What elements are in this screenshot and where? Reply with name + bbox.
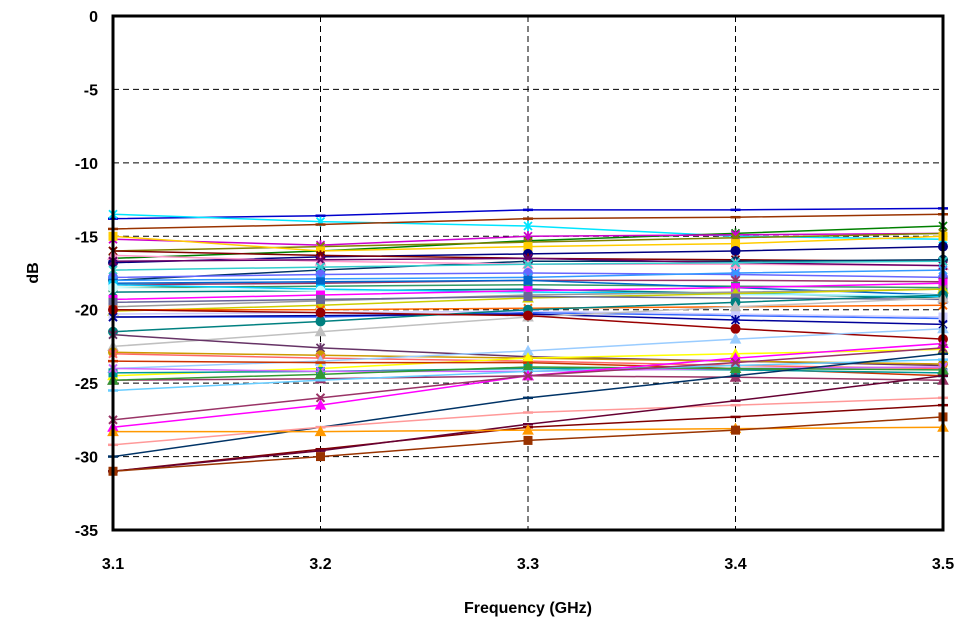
data-point [316,294,325,304]
y-axis-tick-labels: 0 -5 -10 -15 -20 -25 -30 -35 [75,9,98,540]
data-point [523,275,533,285]
x-axis-title: Frequency (GHz) [464,600,592,617]
data-point [523,221,533,232]
y-axis-title: dB [25,262,42,283]
data-point [523,310,533,321]
data-point [523,435,533,445]
data-point [315,393,326,403]
data-point [730,268,741,278]
plot-area-frame [111,14,945,532]
x-tick-label: 3.4 [724,556,746,573]
y-tick-label: -35 [75,523,98,540]
y-tick-label: -20 [75,303,98,320]
data-point [314,368,327,379]
y-tick-label: -10 [75,156,98,173]
x-tick-label: 3.5 [932,556,954,573]
series-13 [108,256,948,275]
data-point [729,300,742,312]
series-lines [107,207,949,476]
x-tick-label: 3.1 [102,556,124,573]
data-point [315,262,326,272]
data-point [523,259,533,269]
series-32 [108,304,948,345]
data-point [730,258,741,268]
data-point [314,425,327,437]
x-axis-tick-labels: 3.1 3.2 3.3 3.4 3.5 [102,556,954,573]
series-51 [108,412,948,476]
data-point [730,314,741,325]
y-tick-label: -15 [75,229,98,246]
data-point [316,277,325,287]
data-point [523,291,533,301]
data-point [730,245,741,256]
data-point [523,371,533,381]
y-tick-label: -5 [84,82,98,99]
data-point [729,362,742,373]
data-point [315,307,326,318]
y-tick-label: -30 [75,450,98,467]
data-point [316,452,325,462]
data-point [522,424,534,435]
data-point [315,316,326,327]
x-tick-label: 3.2 [309,556,331,573]
y-tick-label: 0 [89,9,98,26]
data-point [730,357,741,368]
data-point [314,399,327,410]
y-tick-label: -25 [75,376,98,393]
data-point [731,425,740,435]
data-point [730,323,741,334]
data-point [314,325,327,337]
x-tick-label: 3.3 [517,556,539,573]
data-point [315,255,326,265]
data-point [729,333,742,344]
